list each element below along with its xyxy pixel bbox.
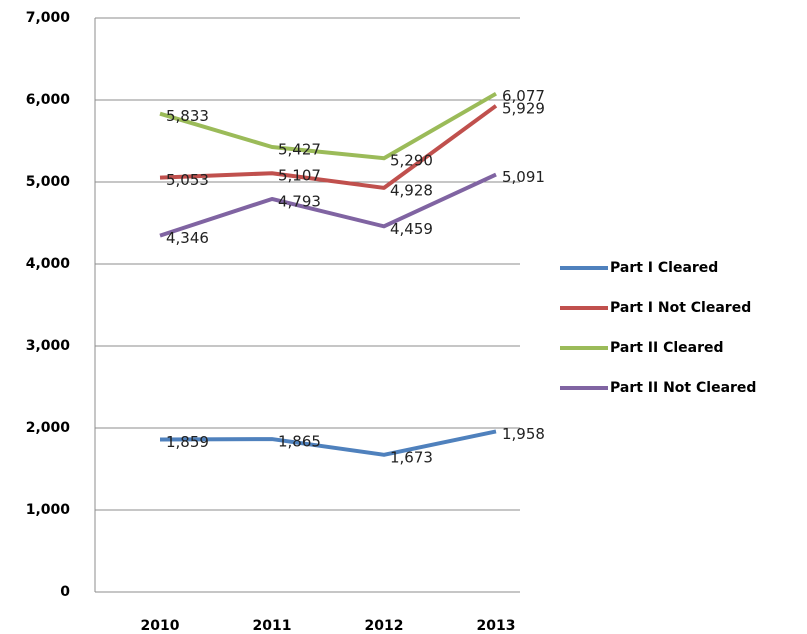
legend-label: Part I Cleared [610, 260, 718, 276]
value-label: 4,793 [278, 192, 321, 210]
value-label: 5,091 [502, 168, 545, 186]
series-line [159, 91, 497, 161]
value-label: 1,865 [278, 433, 321, 451]
value-label: 5,427 [278, 140, 321, 158]
y-tick-label: 5,000 [26, 174, 71, 190]
legend-label: Part II Not Cleared [610, 380, 756, 396]
x-tick-label: 2011 [253, 618, 292, 634]
series-line [159, 172, 497, 238]
legend-label: Part II Cleared [610, 340, 724, 356]
value-label: 4,928 [390, 181, 433, 199]
value-label: 1,859 [166, 433, 209, 451]
y-tick-label: 1,000 [26, 502, 71, 518]
y-tick-label: 2,000 [26, 420, 71, 436]
value-label: 1,673 [390, 448, 433, 466]
series-line [159, 104, 498, 190]
value-label: 5,107 [278, 167, 321, 185]
x-tick-label: 2013 [477, 618, 516, 634]
value-label: 4,459 [390, 220, 433, 238]
legend-label: Part I Not Cleared [610, 300, 751, 316]
value-label: 5,053 [166, 171, 209, 189]
value-label: 1,958 [502, 425, 545, 443]
series-line [159, 429, 497, 457]
x-tick-label: 2012 [365, 618, 404, 634]
y-tick-label: 6,000 [26, 92, 71, 108]
value-label: 5,290 [390, 152, 433, 170]
value-label: 6,077 [502, 87, 545, 105]
y-tick-label: 3,000 [26, 338, 71, 354]
x-tick-label: 2010 [141, 618, 180, 634]
value-label: 4,346 [166, 229, 209, 247]
value-label: 5,929 [502, 99, 545, 117]
y-tick-label: 4,000 [26, 256, 71, 272]
y-tick-label: 0 [60, 584, 70, 600]
value-label: 5,833 [166, 107, 209, 125]
y-tick-label: 7,000 [26, 10, 71, 26]
